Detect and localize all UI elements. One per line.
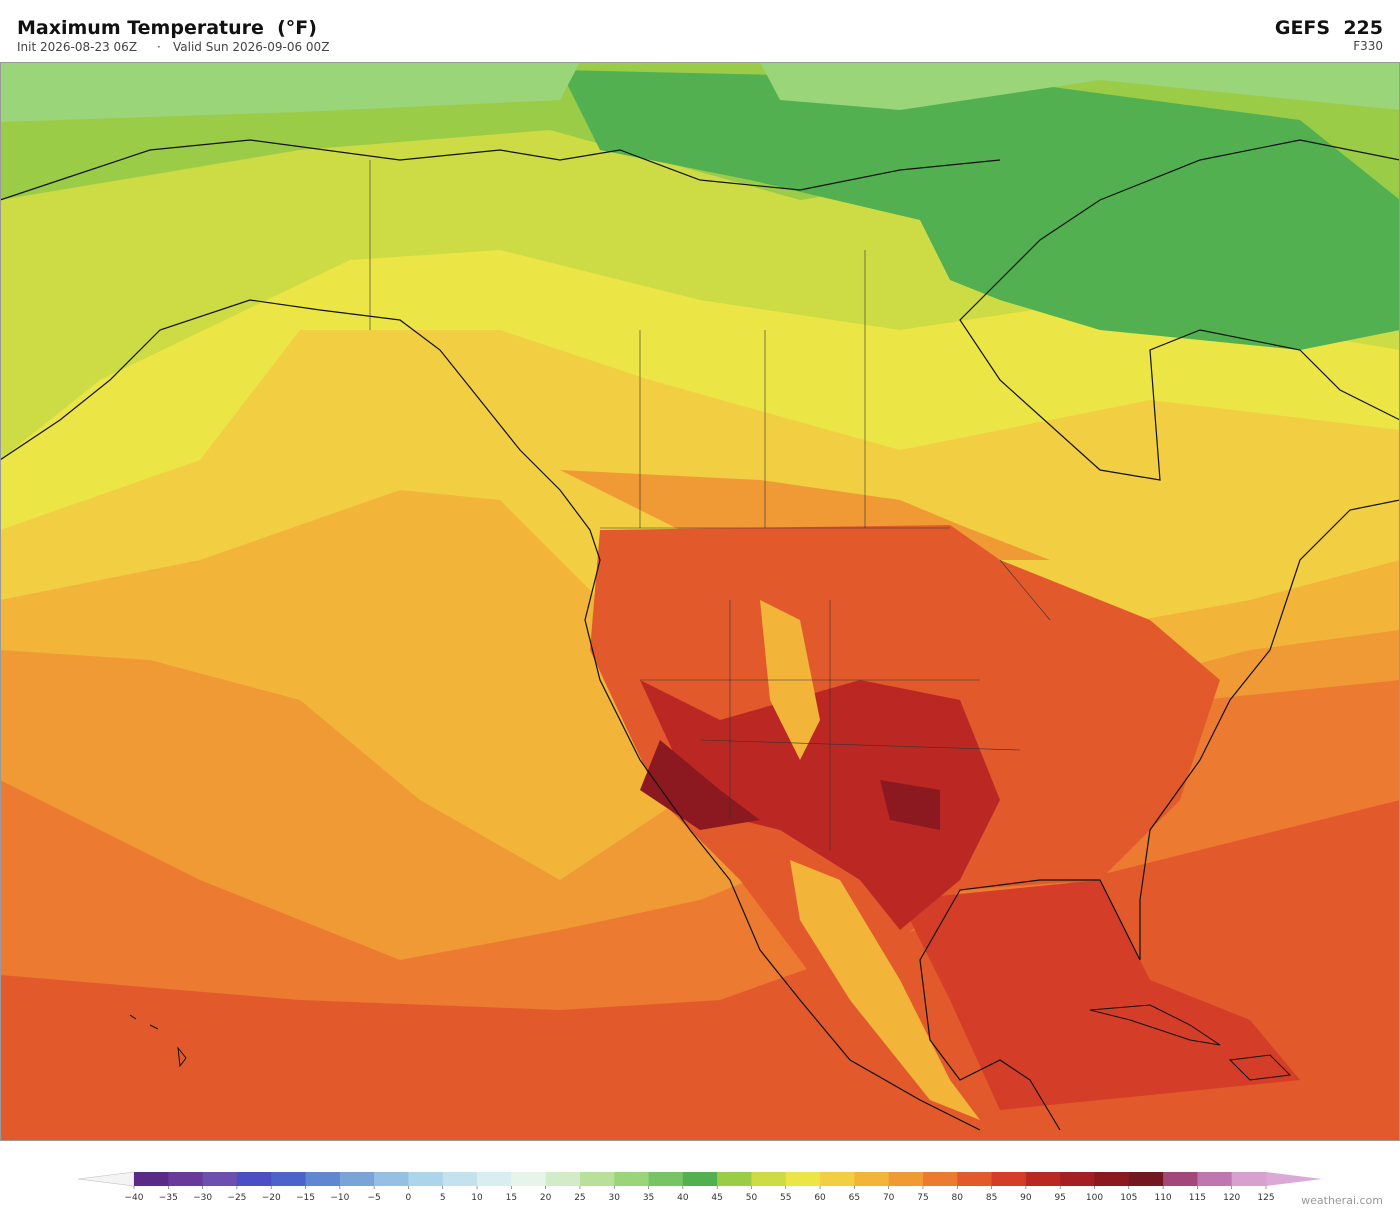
- colorbar-tick-label: 110: [1154, 1193, 1171, 1203]
- colorbar-bin: [648, 1172, 684, 1186]
- init-time: Init 2026-08-23 06Z: [17, 40, 137, 54]
- colorbar-bin: [751, 1172, 787, 1186]
- colorbar-tick-label: 105: [1120, 1193, 1137, 1203]
- colorbar-tick-label: 25: [574, 1193, 585, 1203]
- colorbar-tick-label: 40: [677, 1193, 689, 1203]
- colorbar-bin: [957, 1172, 992, 1186]
- colorbar-bin: [682, 1172, 718, 1186]
- colorbar-tick-label: 5: [440, 1193, 446, 1203]
- colorbar-tick-label: 100: [1086, 1193, 1103, 1203]
- colorbar-bin: [305, 1172, 341, 1186]
- colorbar-bin: [991, 1172, 1027, 1186]
- colorbar-bin: [1128, 1172, 1164, 1186]
- colorbar-under: [77, 1171, 135, 1187]
- colorbar-bin: [545, 1172, 581, 1186]
- colorbar-tick-label: 55: [780, 1193, 791, 1203]
- colorbar-bin: [271, 1172, 306, 1186]
- colorbar-bin: [408, 1172, 444, 1186]
- colorbar-bin: [442, 1172, 478, 1186]
- colorbar-bin: [1231, 1172, 1267, 1186]
- colorbar-tick-label: −40: [125, 1193, 144, 1203]
- colorbar-tick-label: 0: [406, 1193, 412, 1203]
- colorbar-bin: [854, 1172, 890, 1186]
- colorbar-tick-label: 70: [883, 1193, 895, 1203]
- separator: ·: [157, 40, 161, 54]
- colorbar-tick-label: −25: [227, 1193, 246, 1203]
- colorbar-tick-label: −35: [159, 1193, 178, 1203]
- colorbar-tick-label: 80: [952, 1193, 964, 1203]
- colorbar-bin: [236, 1172, 272, 1186]
- colorbar-bin: [1060, 1172, 1095, 1186]
- colorbar-bin: [339, 1172, 375, 1186]
- colorbar-bin: [1025, 1172, 1061, 1186]
- valid-time: Valid Sun 2026-09-06 00Z: [173, 40, 329, 54]
- title: Maximum Temperature (°F): [17, 17, 317, 39]
- colorbar-tick-label: −30: [193, 1193, 212, 1203]
- colorbar-tick-label: 20: [540, 1193, 552, 1203]
- colorbar-bin: [922, 1172, 958, 1186]
- colorbar-bin: [579, 1172, 615, 1186]
- field: [760, 600, 980, 1120]
- colorbar-tick-label: 85: [986, 1193, 997, 1203]
- colorbar-tick-label: −15: [296, 1193, 315, 1203]
- colorbar-tick-label: 45: [711, 1193, 722, 1203]
- colorbar-tick-label: 30: [609, 1193, 621, 1203]
- map: [0, 62, 1400, 1141]
- colorbar-tick-label: 120: [1223, 1193, 1240, 1203]
- colorbar-tick-label: 15: [506, 1193, 517, 1203]
- colorbar-tick-label: −20: [262, 1193, 281, 1203]
- colorbar-tick-label: 75: [917, 1193, 928, 1203]
- coastline: [0, 139, 1400, 1131]
- colorbar-bin: [511, 1172, 547, 1186]
- field: [0, 62, 1400, 122]
- colorbar-over: [1266, 1172, 1322, 1186]
- colorbar-bin: [717, 1172, 752, 1186]
- field: [560, 70, 1400, 350]
- colorbar-tick-label: 65: [849, 1193, 860, 1203]
- colorbar-tick-label: 95: [1054, 1193, 1065, 1203]
- borders: [369, 160, 1051, 850]
- watermark: weatherai.com: [1301, 1194, 1383, 1207]
- colorbar-tick-label: −10: [330, 1193, 349, 1203]
- islands: [129, 1004, 1292, 1081]
- forecast-hour: F330: [1353, 39, 1383, 53]
- colorbar-bin: [888, 1172, 924, 1186]
- colorbar-bin: [1163, 1172, 1198, 1186]
- colorbar-bin: [202, 1172, 238, 1186]
- colorbar-tick-label: 10: [471, 1193, 483, 1203]
- colorbar-bin: [134, 1172, 169, 1186]
- colorbar-bin: [1197, 1172, 1233, 1186]
- colorbar-bin: [477, 1172, 512, 1186]
- colorbar-bin: [168, 1172, 204, 1186]
- colorbar-tick-label: 90: [1020, 1193, 1032, 1203]
- colorbar-tick-label: 50: [746, 1193, 758, 1203]
- colorbar: −40 −35 −30 −25 −20 −15 −10 −5 0 5 10 15 20 25 30 35 40 4…: [77, 1171, 1322, 1203]
- colorbar-bin: [1094, 1172, 1130, 1186]
- field: [640, 740, 940, 830]
- colorbar-tick-label: 35: [643, 1193, 654, 1203]
- colorbar-bin: [820, 1172, 855, 1186]
- field: [900, 880, 1300, 1110]
- colorbar-bin: [614, 1172, 649, 1186]
- colorbar-tick-label: −5: [367, 1193, 380, 1203]
- colorbar-tick-label: 125: [1257, 1193, 1274, 1203]
- colorbar-bin: [785, 1172, 821, 1186]
- colorbar-bin: [374, 1172, 409, 1186]
- colorbar-tick-label: 60: [814, 1193, 826, 1203]
- colorbar-tick-label: 115: [1189, 1193, 1206, 1203]
- model-name: GEFS 225: [1275, 17, 1383, 39]
